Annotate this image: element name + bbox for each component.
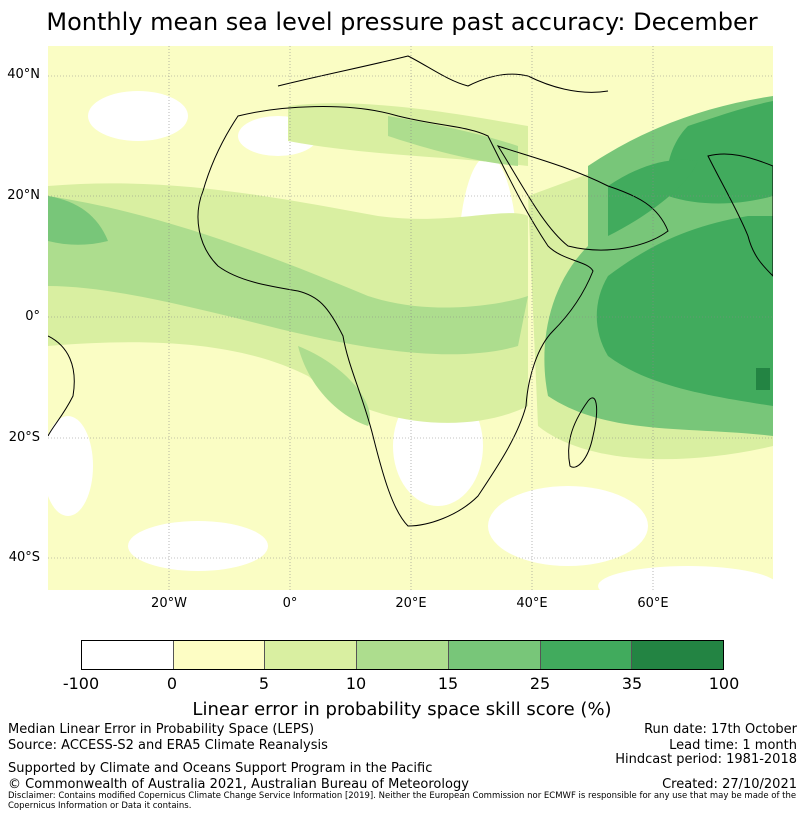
colorbar-segment	[173, 641, 266, 669]
lat-label-20n: 20°N	[7, 188, 40, 203]
skill-25-35	[596, 101, 773, 406]
colorbar-segment	[357, 641, 449, 669]
footer-source: Source: ACCESS-S2 and ERA5 Climate Reana…	[8, 738, 328, 753]
colorbar-tick: 25	[529, 674, 551, 693]
gridlines	[48, 46, 773, 590]
colorbar-tick: 15	[437, 674, 459, 693]
europe-coastline	[277, 55, 609, 93]
footer-hindcast: Hindcast period: 1981-2018	[615, 752, 797, 767]
footer-disclaimer: Disclaimer: Contains modified Copernicus…	[8, 791, 797, 811]
colorbar-segment	[448, 641, 541, 669]
colorbar-segment	[82, 641, 174, 669]
lat-label-40n: 40°N	[7, 67, 40, 82]
colorbar-tick: -100	[62, 674, 100, 693]
lon-label-0: 0°	[282, 596, 298, 611]
lon-label-20e: 20°E	[395, 596, 427, 611]
colorbar-segment	[540, 641, 633, 669]
skill-field	[48, 46, 773, 590]
colorbar-tick: 5	[258, 674, 270, 693]
page-title: Monthly mean sea level pressure past acc…	[46, 8, 758, 36]
arabia-coastline	[496, 145, 669, 251]
colorbar-tick: 0	[166, 674, 178, 693]
lon-label-40e: 40°E	[516, 596, 548, 611]
madagascar-coastline	[568, 397, 598, 468]
footer-copyright: © Commonwealth of Australia 2021, Austra…	[8, 777, 469, 792]
lat-label-0: 0°	[25, 309, 40, 324]
colorbar-tick: 100	[708, 674, 740, 693]
india-coastline	[707, 153, 773, 277]
south-america-coastline	[48, 335, 75, 437]
colorbar-label: Linear error in probability space skill …	[192, 699, 612, 720]
skill-35-100	[756, 368, 770, 390]
footer-created: Created: 27/10/2021	[662, 777, 797, 792]
colorbar-segment	[265, 641, 358, 669]
lon-label-20w: 20°W	[151, 596, 187, 611]
lat-label-40s: 40°S	[8, 550, 40, 565]
colorbar-segment	[632, 641, 724, 669]
colorbar-tick: 35	[621, 674, 643, 693]
footer-support: Supported by Climate and Oceans Support …	[8, 761, 433, 776]
colorbar-tick: 10	[345, 674, 367, 693]
colorbar	[81, 640, 724, 670]
skill-10-15	[48, 116, 528, 426]
lon-label-60e: 60°E	[637, 596, 669, 611]
footer-run-date: Run date: 17th October	[644, 722, 797, 737]
footer-method: Median Linear Error in Probability Space…	[8, 722, 315, 737]
lat-label-20s: 20°S	[8, 430, 40, 445]
skill-map	[48, 46, 773, 590]
footer-lead-time: Lead time: 1 month	[669, 738, 797, 753]
africa-coastline	[197, 106, 594, 527]
